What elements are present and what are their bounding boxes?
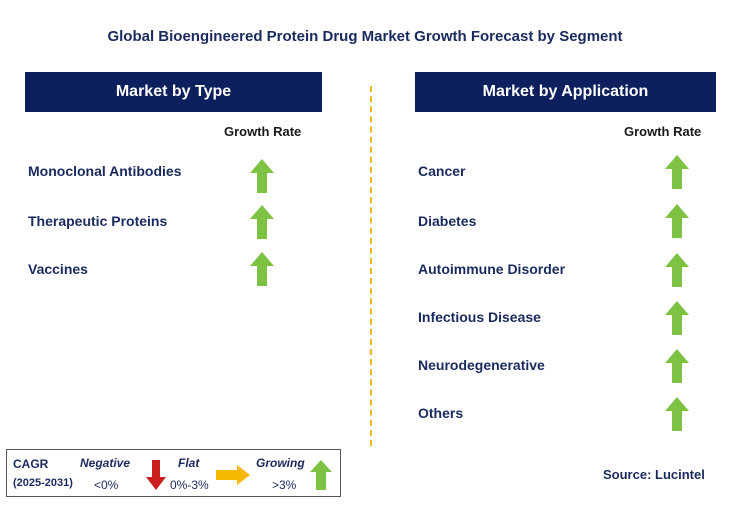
- type-item-therapeutic-proteins: Therapeutic Proteins: [28, 213, 168, 229]
- page-title: Global Bioengineered Protein Drug Market…: [107, 28, 623, 45]
- application-panel-header: Market by Application: [415, 72, 716, 112]
- right-arrow-icon: [216, 465, 250, 485]
- up-arrow-icon: [665, 253, 689, 287]
- cagr-legend: CAGR (2025-2031) Negative <0% Flat 0%-3%…: [6, 449, 341, 497]
- legend-growing-range: >3%: [272, 478, 297, 492]
- legend-flat-range: 0%-3%: [170, 478, 209, 492]
- legend-growing-label: Growing: [256, 456, 305, 470]
- legend-period: (2025-2031): [13, 477, 73, 489]
- up-arrow-icon: [665, 349, 689, 383]
- type-item-vaccines: Vaccines: [28, 261, 88, 277]
- up-arrow-icon: [665, 204, 689, 238]
- application-item-others: Others: [418, 405, 464, 421]
- legend-negative-label: Negative: [80, 456, 131, 470]
- up-arrow-icon: [250, 205, 274, 239]
- up-arrow-icon: [665, 397, 689, 431]
- legend-negative-range: <0%: [94, 478, 119, 492]
- up-arrow-icon: [665, 301, 689, 335]
- type-item-monoclonal-antibodies: Monoclonal Antibodies: [28, 163, 182, 179]
- application-item-diabetes: Diabetes: [418, 213, 477, 229]
- type-growth-rate-label: Growth Rate: [224, 124, 302, 139]
- type-panel-header: Market by Type: [25, 72, 322, 112]
- application-item-neurodegenerative: Neurodegenerative: [418, 357, 545, 373]
- panel-divider: [370, 86, 372, 446]
- application-item-autoimmune-disorder: Autoimmune Disorder: [418, 261, 566, 277]
- up-arrow-icon: [250, 159, 274, 193]
- up-arrow-icon: [665, 155, 689, 189]
- application-growth-rate-label: Growth Rate: [624, 124, 702, 139]
- down-arrow-icon: [146, 460, 166, 490]
- up-arrow-icon: [250, 252, 274, 286]
- legend-cagr-label: CAGR: [13, 457, 49, 471]
- application-item-cancer: Cancer: [418, 163, 466, 179]
- application-item-infectious-disease: Infectious Disease: [418, 309, 541, 325]
- up-arrow-icon: [310, 460, 332, 490]
- source-note: Source: Lucintel: [603, 467, 705, 482]
- legend-flat-label: Flat: [178, 456, 200, 470]
